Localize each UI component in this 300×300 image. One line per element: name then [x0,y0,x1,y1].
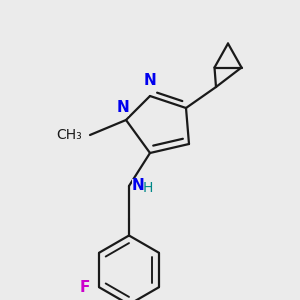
Text: N: N [132,178,145,194]
Text: N: N [117,100,129,116]
Text: F: F [80,280,90,295]
Text: H: H [142,181,153,194]
Text: CH₃: CH₃ [57,128,83,142]
Text: N: N [144,74,156,88]
